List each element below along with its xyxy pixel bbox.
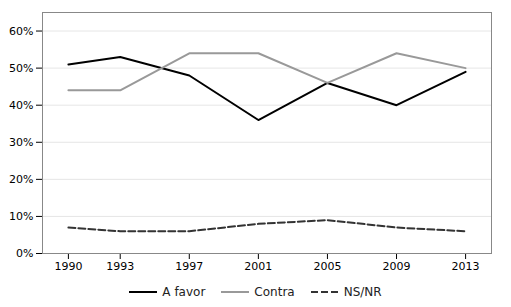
html-text:Contra: Contra: [254, 285, 295, 299]
svg-text:0%: 0%: [16, 247, 33, 260]
svg-text:10%: 10%: [9, 210, 33, 223]
svg-text:2001: 2001: [244, 260, 272, 273]
svg-text:1997: 1997: [175, 260, 203, 273]
svg-text:2005: 2005: [313, 260, 341, 273]
svg-text:30%: 30%: [9, 136, 33, 149]
svg-text:1990: 1990: [54, 260, 82, 273]
svg-text:20%: 20%: [9, 173, 33, 186]
svg-text:1993: 1993: [106, 260, 134, 273]
svg-text:60%: 60%: [9, 25, 33, 38]
svg-text:2009: 2009: [383, 260, 411, 273]
svg-text:40%: 40%: [9, 99, 33, 112]
svg-text:2013: 2013: [452, 260, 480, 273]
html-text:A favor: A favor: [162, 285, 206, 299]
html-text:NS/NR: NS/NR: [343, 285, 382, 299]
svg-text:50%: 50%: [9, 62, 33, 75]
